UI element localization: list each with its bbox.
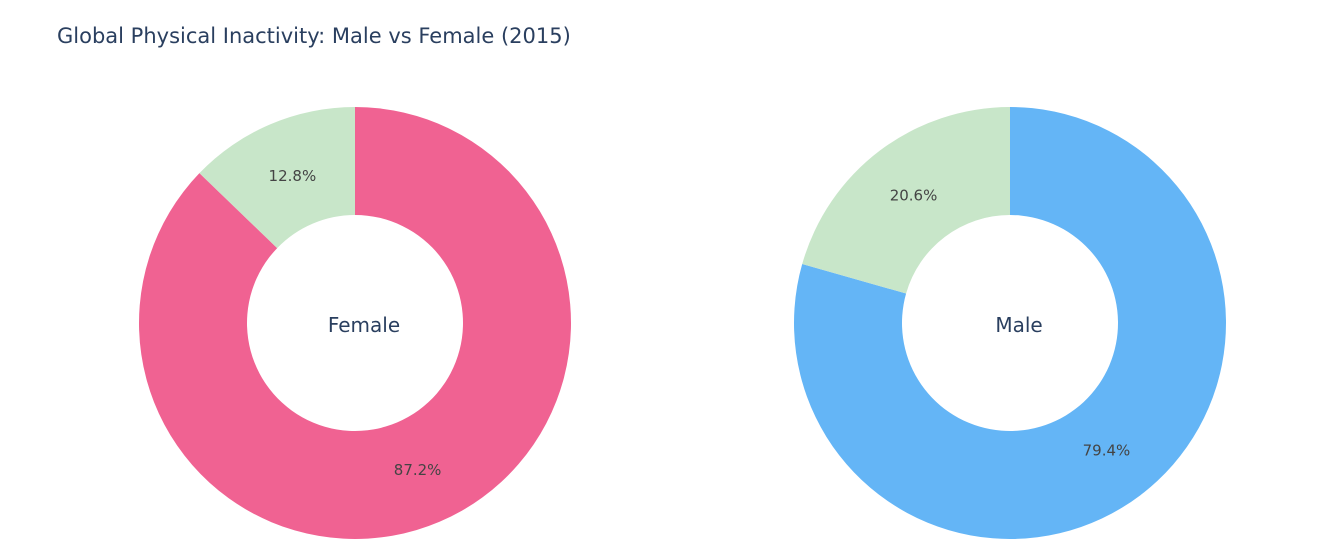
chart-title: Global Physical Inactivity: Male vs Fema… [57,24,571,48]
donut-chart-female: 87.2% 12.8% Female [139,107,572,539]
pie-slice-male-1[interactable] [794,107,1226,540]
pie-slice-male-2[interactable] [802,107,1010,294]
slice-label-female-2: 12.8% [269,167,317,185]
slice-label-male-1: 79.4% [1083,442,1131,460]
pie-slice-female-1[interactable] [139,107,572,539]
slice-label-female-1: 87.2% [394,461,442,479]
donut-center-label-male: Male [995,313,1042,337]
donut-center-label-female: Female [328,313,400,337]
donut-chart-male: 79.4% 20.6% Male [794,107,1226,540]
slice-label-male-2: 20.6% [890,186,938,204]
pie-slice-female-2[interactable] [199,107,355,249]
